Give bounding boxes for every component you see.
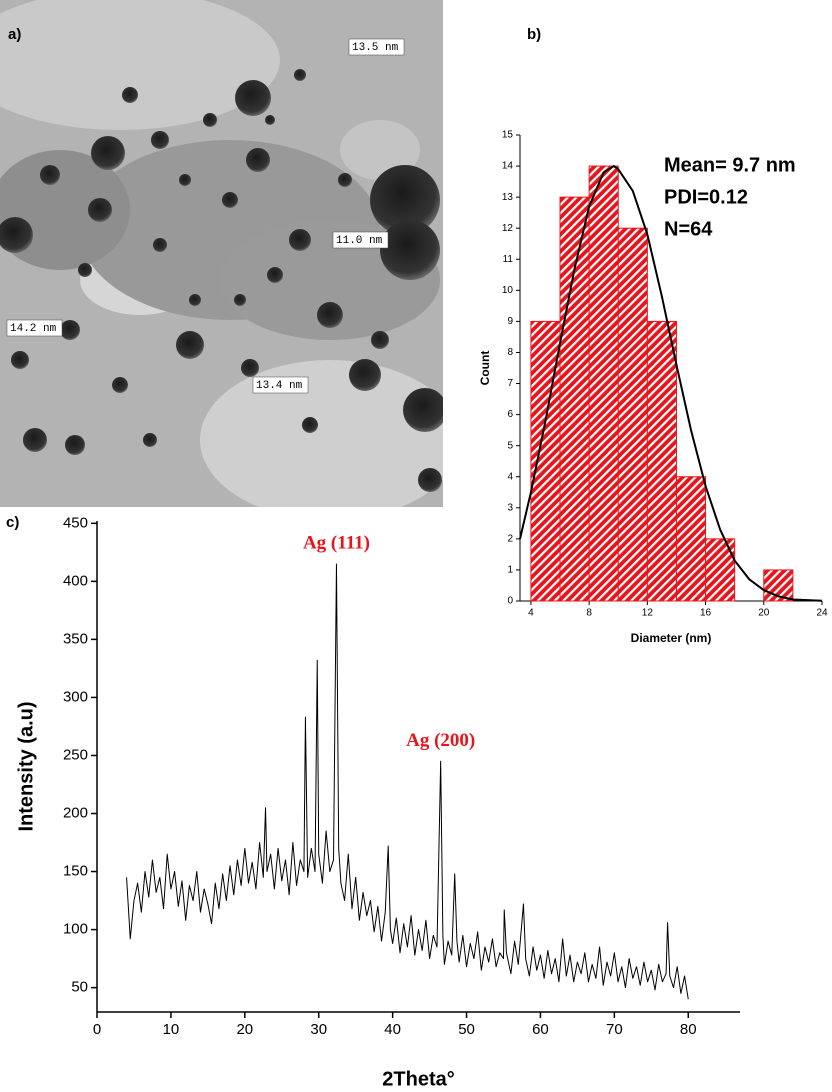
x-tick-label: 70 xyxy=(606,1021,623,1038)
y-tick-label: 3 xyxy=(507,502,513,513)
y-tick-label: 10 xyxy=(502,285,514,296)
x-axis-label: 2Theta° xyxy=(382,1068,454,1090)
y-tick-label: 12 xyxy=(502,223,514,234)
tem-image: 13.5 nm 11.0 nm 14.2 nm 13.4 nm xyxy=(0,0,443,507)
bar xyxy=(588,165,619,602)
y-tick-label: 300 xyxy=(63,688,88,705)
y-tick-label: 100 xyxy=(63,921,88,938)
peak-label: Ag (111) xyxy=(303,533,370,554)
y-tick-label: 6 xyxy=(507,409,513,420)
y-tick-label: 0 xyxy=(507,596,513,607)
y-axis-label: Count xyxy=(478,351,492,386)
x-tick-label: 60 xyxy=(532,1021,549,1038)
x-tick-label: 8 xyxy=(586,608,592,619)
x-tick-label: 50 xyxy=(458,1021,475,1038)
x-axis-label: Diameter (nm) xyxy=(631,631,712,645)
y-tick-label: 4 xyxy=(507,471,513,482)
y-tick-label: 5 xyxy=(507,440,513,451)
xrd-line xyxy=(126,563,689,1000)
fit-curve xyxy=(519,164,823,602)
x-tick-label: 4 xyxy=(528,608,534,619)
bar xyxy=(705,538,736,602)
x-tick-label: 24 xyxy=(816,608,828,619)
bar xyxy=(617,227,648,602)
y-tick-label: 13 xyxy=(502,192,514,203)
y-tick-label: 200 xyxy=(63,804,88,821)
bar xyxy=(675,476,707,602)
y-tick-label: 400 xyxy=(63,572,88,589)
bar xyxy=(646,320,677,602)
y-tick-label: 250 xyxy=(63,746,88,763)
bar xyxy=(559,196,590,602)
y-tick-label: 15 xyxy=(502,130,514,141)
x-tick-label: 10 xyxy=(163,1021,180,1038)
measurement-label: 14.2 nm xyxy=(10,323,57,335)
y-tick-label: 7 xyxy=(507,378,513,389)
x-tick-label: 20 xyxy=(758,608,770,619)
annotation: N=64 xyxy=(664,218,713,240)
x-tick-label: 40 xyxy=(384,1021,401,1038)
y-tick-label: 2 xyxy=(507,534,513,545)
measurement-label: 11.0 nm xyxy=(336,235,383,247)
peak-label: Ag (200) xyxy=(406,730,475,751)
panel-label: a) xyxy=(8,26,21,43)
x-tick-label: 30 xyxy=(310,1021,327,1038)
y-tick-label: 1 xyxy=(507,565,513,576)
x-tick-label: 20 xyxy=(236,1021,253,1038)
y-tick-label: 350 xyxy=(63,630,88,647)
panel-label: b) xyxy=(527,26,541,43)
measurement-label: 13.4 nm xyxy=(256,380,303,392)
measurement-labels: 13.5 nm 11.0 nm 14.2 nm 13.4 nm xyxy=(6,38,405,394)
y-tick-label: 11 xyxy=(503,254,514,265)
x-tick-label: 80 xyxy=(680,1021,697,1038)
annotation: PDI=0.12 xyxy=(664,186,748,208)
annotation: Mean= 9.7 nm xyxy=(664,154,796,176)
y-tick-label: 8 xyxy=(507,347,513,358)
x-tick-label: 16 xyxy=(700,608,712,619)
y-tick-label: 50 xyxy=(71,979,88,996)
measurement-label: 13.5 nm xyxy=(352,42,399,54)
y-axis-label: Intensity (a.u) xyxy=(15,701,37,831)
x-tick-label: 0 xyxy=(93,1021,101,1038)
y-tick-label: 450 xyxy=(63,514,88,531)
panel-label: c) xyxy=(6,514,19,531)
y-tick-label: 150 xyxy=(63,863,88,880)
y-tick-label: 14 xyxy=(502,161,514,172)
y-tick-label: 9 xyxy=(507,316,513,327)
x-tick-label: 12 xyxy=(642,608,654,619)
